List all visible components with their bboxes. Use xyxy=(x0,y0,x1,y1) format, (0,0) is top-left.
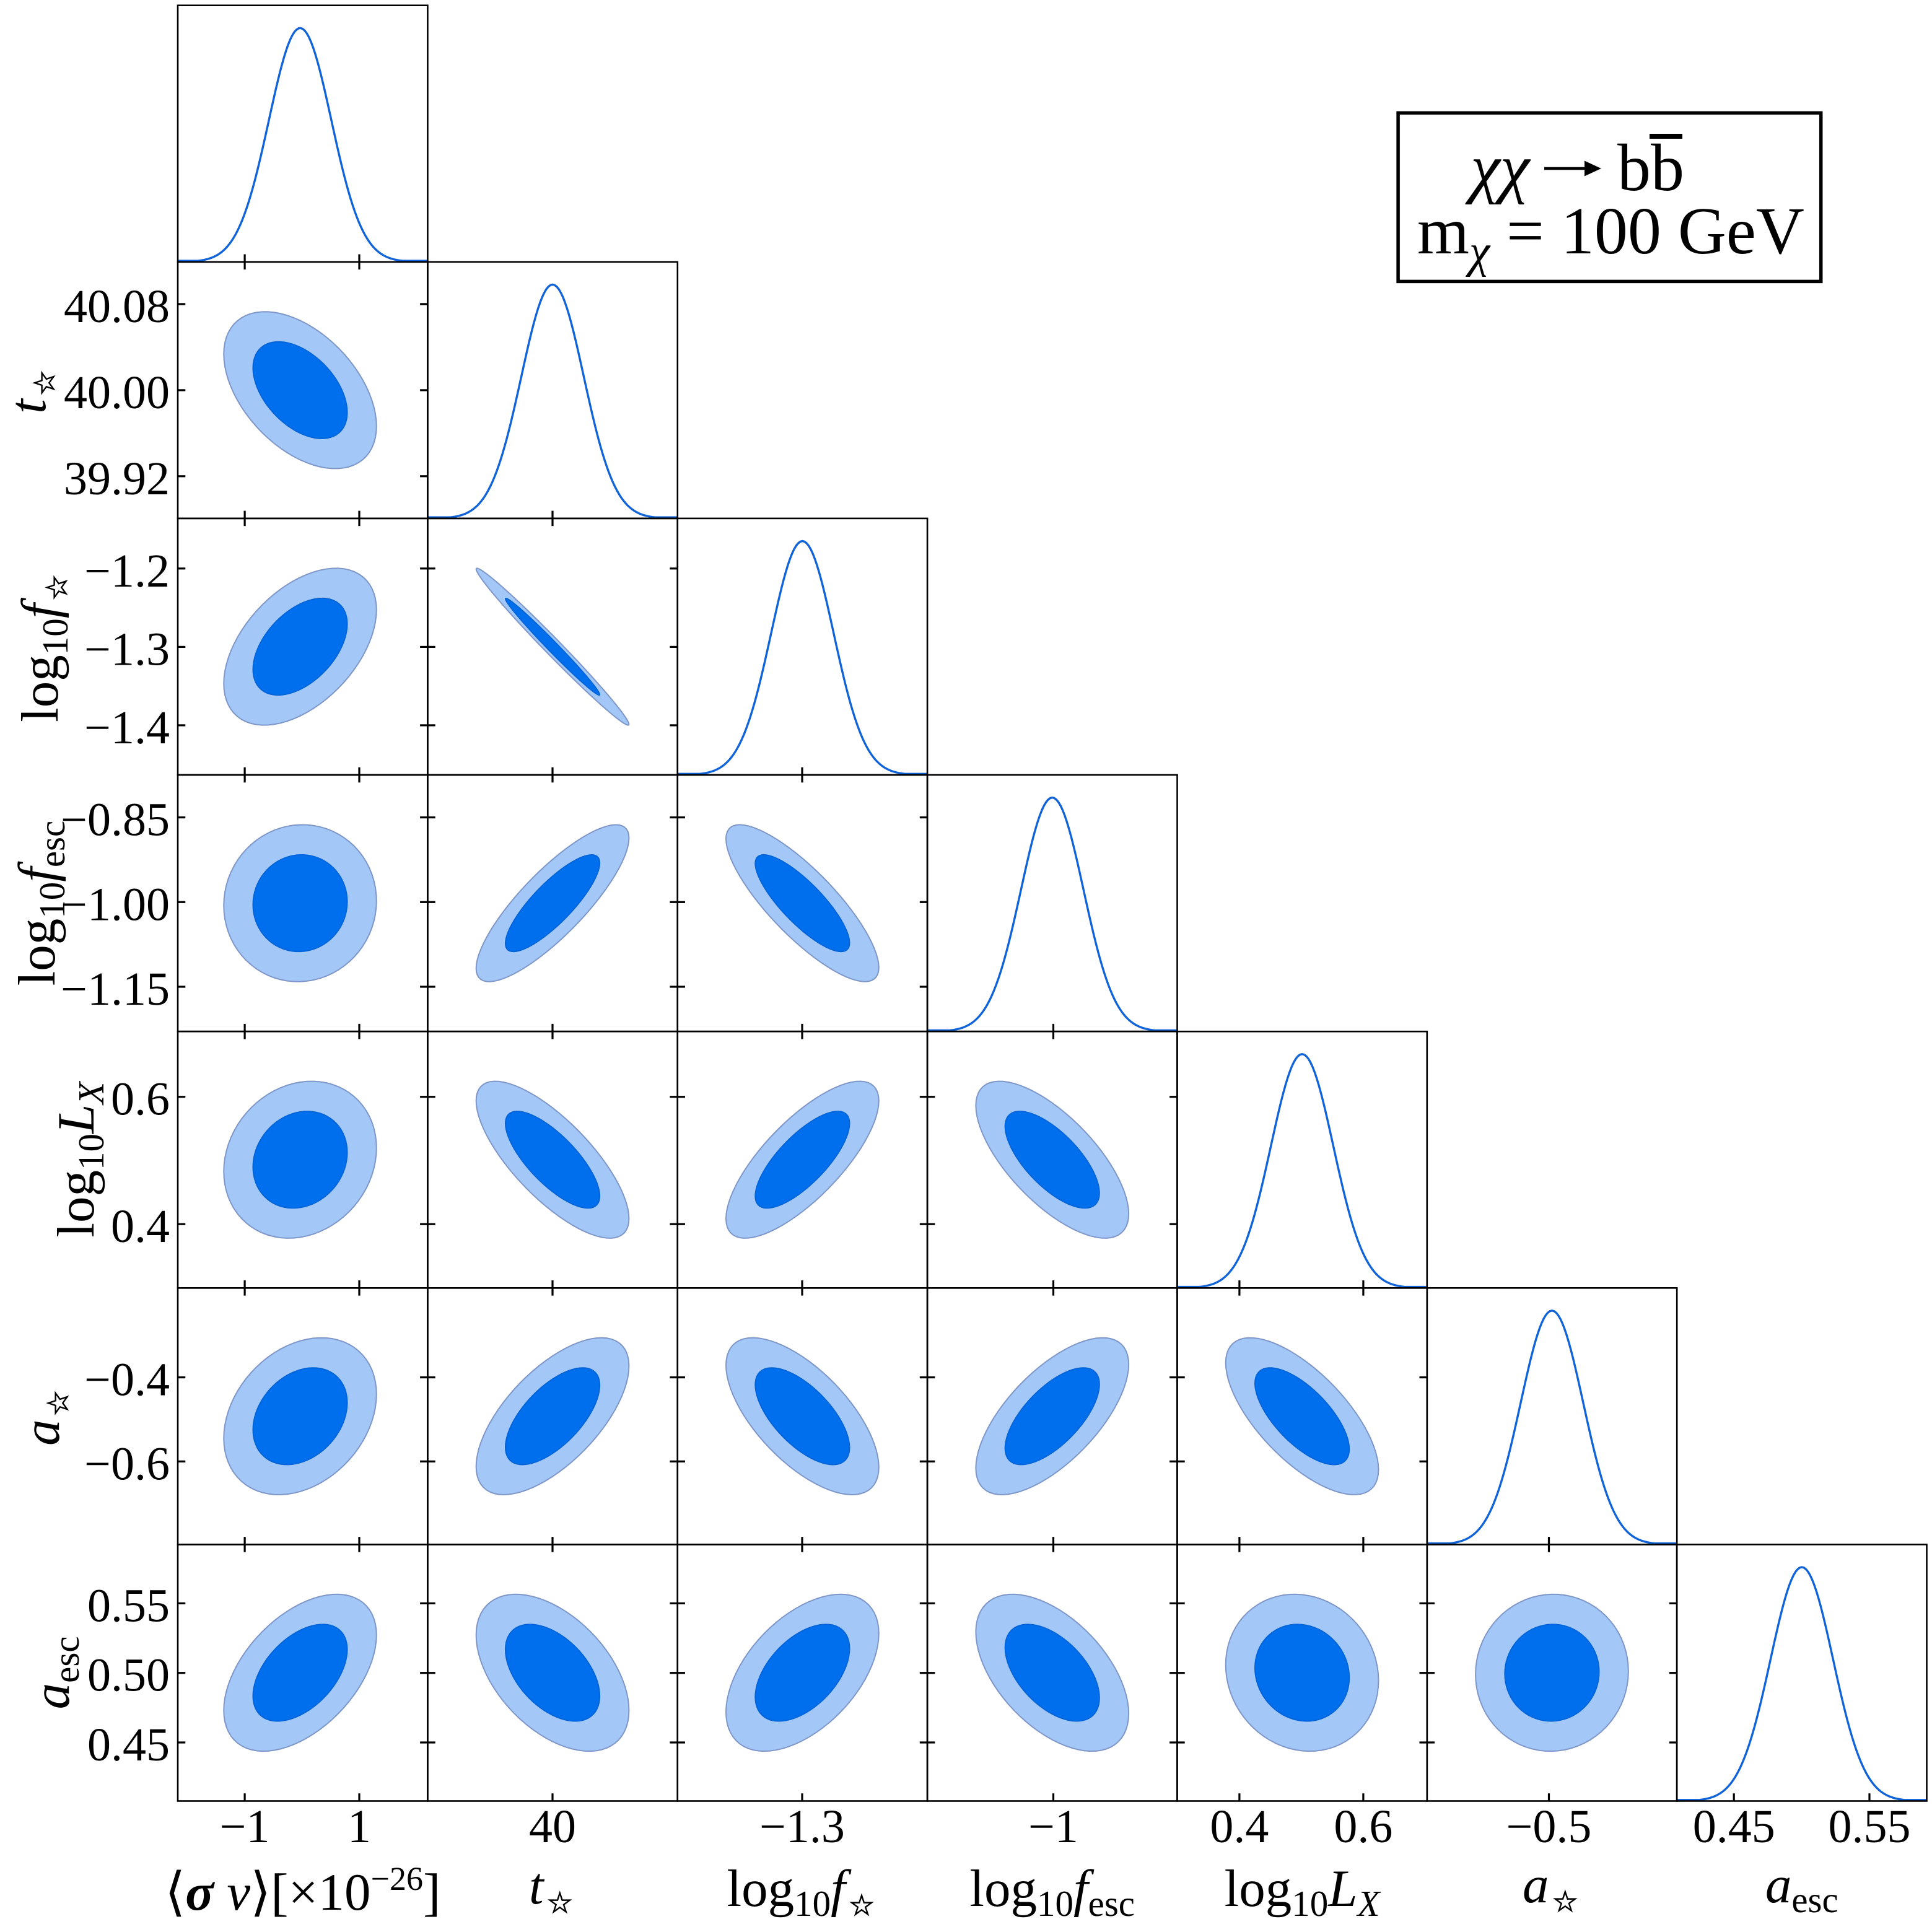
svg-text:−0.6: −0.6 xyxy=(84,1438,170,1490)
svg-text:0.55: 0.55 xyxy=(87,1580,170,1632)
svg-text:0.6: 0.6 xyxy=(111,1073,170,1126)
svg-text:a⋆: a⋆ xyxy=(1523,1856,1581,1919)
svg-text:−1.00: −1.00 xyxy=(61,878,170,930)
svg-text:0.55: 0.55 xyxy=(1829,1801,1911,1853)
svg-text:t⋆: t⋆ xyxy=(529,1857,576,1919)
svg-text:aesc: aesc xyxy=(22,1636,87,1709)
svg-text:40.08: 40.08 xyxy=(64,281,170,333)
svg-text:0.50: 0.50 xyxy=(87,1650,170,1702)
svg-text:0.4: 0.4 xyxy=(1210,1801,1269,1853)
svg-text:0.4: 0.4 xyxy=(111,1200,170,1252)
svg-text:39.92: 39.92 xyxy=(64,453,170,505)
svg-text:−1.4: −1.4 xyxy=(84,702,170,754)
svg-text:0.45: 0.45 xyxy=(87,1719,170,1771)
svg-text:−1.3: −1.3 xyxy=(759,1801,845,1853)
svg-text:−1.15: −1.15 xyxy=(61,963,170,1015)
svg-text:bb: bb xyxy=(1617,131,1684,205)
svg-text:a⋆: a⋆ xyxy=(12,1387,87,1446)
svg-text:aesc: aesc xyxy=(1765,1856,1838,1919)
svg-text:40.00: 40.00 xyxy=(64,367,170,419)
svg-text:−1.2: −1.2 xyxy=(84,545,170,597)
svg-text:χχ: χχ xyxy=(1465,131,1531,205)
svg-text:t⋆: t⋆ xyxy=(0,367,73,414)
svg-text:−0.4: −0.4 xyxy=(84,1354,170,1406)
svg-text:−0.85: −0.85 xyxy=(61,794,170,846)
svg-text:40: 40 xyxy=(529,1801,576,1853)
svg-text:0.6: 0.6 xyxy=(1334,1801,1392,1853)
svg-text:1: 1 xyxy=(347,1801,371,1853)
svg-text:0.45: 0.45 xyxy=(1693,1801,1775,1853)
svg-text:−1: −1 xyxy=(1028,1801,1078,1853)
svg-text:−1: −1 xyxy=(220,1801,270,1853)
svg-text:−1.3: −1.3 xyxy=(84,623,170,675)
svg-text:−0.5: −0.5 xyxy=(1506,1801,1592,1853)
